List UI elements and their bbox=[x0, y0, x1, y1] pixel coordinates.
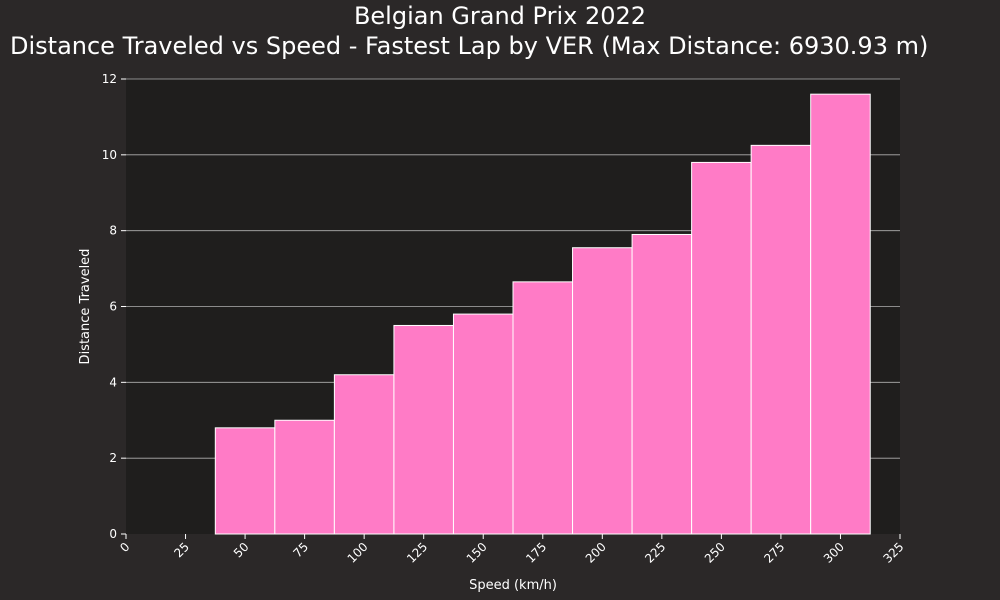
y-tick-label: 12 bbox=[102, 72, 117, 86]
histogram-bar-3 bbox=[393, 324, 454, 535]
histogram-bar-4 bbox=[452, 313, 514, 535]
bars bbox=[214, 93, 871, 535]
x-tick-label: 250 bbox=[702, 540, 728, 566]
histogram-bar-0 bbox=[214, 427, 276, 535]
y-tick-label: 2 bbox=[109, 451, 117, 465]
x-tick-label: 125 bbox=[404, 540, 430, 566]
y-axis-label: Distance Traveled bbox=[78, 249, 93, 365]
x-tick-label: 175 bbox=[523, 540, 549, 566]
histogram-bar-2 bbox=[333, 374, 395, 535]
x-tick-label: 100 bbox=[345, 540, 371, 566]
histogram-bar-7 bbox=[631, 233, 693, 535]
y-tick-label: 4 bbox=[109, 375, 117, 389]
x-tick-label: 325 bbox=[880, 540, 906, 566]
y-tick-label: 8 bbox=[109, 224, 117, 238]
x-tick-label: 225 bbox=[642, 540, 668, 566]
x-axis-label: Speed (km/h) bbox=[469, 578, 557, 593]
x-tick-label: 50 bbox=[231, 540, 252, 561]
x-tick-label: 75 bbox=[290, 540, 311, 561]
histogram-bar-9 bbox=[750, 144, 812, 535]
histogram-bar-6 bbox=[572, 247, 633, 535]
histogram-bar-5 bbox=[512, 281, 574, 535]
x-tick-label: 0 bbox=[117, 540, 132, 555]
chart-title: Belgian Grand Prix 2022 bbox=[353, 2, 647, 30]
x-tick-label: 25 bbox=[171, 540, 192, 561]
histogram-bar-1 bbox=[274, 419, 335, 535]
chart-subtitle: Distance Traveled vs Speed - Fastest Lap… bbox=[10, 32, 929, 60]
y-tick-label: 10 bbox=[102, 148, 117, 162]
y-tick-label: 0 bbox=[109, 527, 117, 541]
histogram-bar-8 bbox=[691, 161, 752, 535]
y-tick-label: 6 bbox=[109, 300, 117, 314]
histogram-bar-10 bbox=[810, 93, 871, 535]
x-tick-label: 200 bbox=[583, 540, 609, 566]
x-tick-label: 150 bbox=[464, 540, 490, 566]
x-tick-label: 300 bbox=[821, 540, 847, 566]
x-tick-label: 275 bbox=[761, 540, 787, 566]
axes: 0 2 4 6 8 10 12 0 25 50 75 100 125 150 175 200 225 250 275… bbox=[102, 72, 907, 566]
